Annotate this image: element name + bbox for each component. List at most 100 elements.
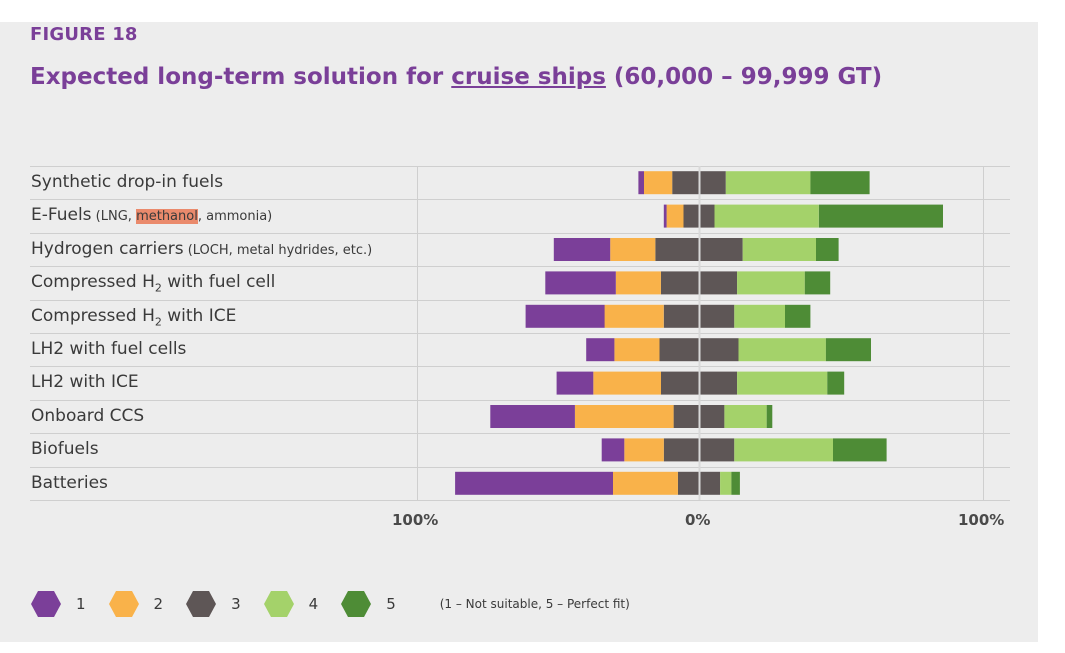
bar-segment-2 <box>593 371 661 395</box>
row-label-note: (LOCH, metal hydrides, etc.) <box>183 242 373 258</box>
bar-segment-5 <box>825 338 871 362</box>
bar-segment-3 <box>699 204 715 228</box>
bar-segment-5 <box>827 371 845 395</box>
bar-segment-2 <box>613 471 678 495</box>
bar-segment-3 <box>673 405 699 428</box>
legend-item-4: 4 <box>263 590 319 618</box>
note-post: , ammonia) <box>197 209 273 225</box>
bar-segment-5 <box>804 271 831 295</box>
row-label-text: Batteries <box>31 472 108 493</box>
bar-segment-3 <box>699 304 735 328</box>
bar-segment-3 <box>677 471 699 495</box>
bar-segment-4 <box>738 338 826 362</box>
legend-item-5: 5 <box>340 590 396 618</box>
bar-segment-2 <box>666 204 684 228</box>
row-label-text: E-Fuels <box>31 205 92 226</box>
chart-title: Expected long-term solution for cruise s… <box>30 64 882 90</box>
bar-segment-3 <box>660 371 699 395</box>
tick-label-center: 0% <box>685 511 711 529</box>
row-label-batteries: Batteries <box>31 467 108 500</box>
bar-segment-4 <box>724 405 767 428</box>
figure-label: FIGURE 18 <box>30 24 138 45</box>
title-link[interactable]: cruise ships <box>451 64 606 90</box>
bar-segment-3 <box>699 438 735 462</box>
bars-layer <box>455 171 943 495</box>
bar-segment-1 <box>601 438 625 462</box>
row-label-text: Onboard CCS <box>31 405 145 426</box>
row-label-lh2-ice: LH2 with ICE <box>31 366 139 399</box>
legend: 1 2 3 4 5 (1 – Not suitable, 5 – Perfect… <box>30 588 630 620</box>
legend-label: 5 <box>386 595 396 613</box>
subscript: 2 <box>154 314 162 328</box>
bar-segment-1 <box>556 371 594 395</box>
row-label-text: Synthetic drop-in fuels <box>31 172 224 192</box>
legend-label: 3 <box>231 595 241 613</box>
bar-segment-2 <box>574 405 674 428</box>
row-label-text-post: with fuel cell <box>161 272 276 293</box>
highlighted-word: methanol <box>136 209 198 225</box>
bar-segment-4 <box>742 238 816 261</box>
figure-panel <box>0 22 1038 642</box>
bar-segment-3 <box>699 171 726 195</box>
bar-segment-4 <box>734 304 786 328</box>
bar-segment-3 <box>699 371 738 395</box>
bar-segment-3 <box>660 271 699 295</box>
row-label-synthetic-drop-in-fuels: Synthetic drop-in fuels <box>31 166 223 199</box>
bar-segment-1 <box>553 238 611 261</box>
bar-segment-3 <box>699 405 725 428</box>
row-label-text: Biofuels <box>31 439 99 460</box>
bar-segment-3 <box>699 338 739 362</box>
subscript: 2 <box>154 281 162 295</box>
bar-segment-2 <box>614 338 660 362</box>
title-suffix: (60,000 – 99,999 GT) <box>605 64 883 90</box>
bar-segment-4 <box>737 371 828 395</box>
hexagon-icon <box>31 591 61 617</box>
bar-segment-2 <box>610 238 656 261</box>
bar-segment-5 <box>785 304 811 328</box>
note-pre: (LNG, <box>91 209 137 225</box>
bar-segment-4 <box>737 271 805 295</box>
tick-label-left: 100% <box>392 511 439 529</box>
row-label-text-post: with ICE <box>161 305 237 326</box>
hexagon-icon <box>263 591 294 617</box>
bar-segment-3 <box>663 304 700 328</box>
bar-segment-3 <box>672 171 699 195</box>
bar-segment-5 <box>818 204 943 228</box>
bar-segment-3 <box>683 204 699 228</box>
bar-segment-4 <box>725 171 811 195</box>
tick-label-right: 100% <box>958 511 1005 529</box>
grid-layer <box>30 166 1010 501</box>
bar-segment-1 <box>638 171 644 195</box>
bar-segment-3 <box>663 438 700 462</box>
row-label-onboard-ccs: Onboard CCS <box>31 400 144 433</box>
bar-segment-5 <box>816 238 839 261</box>
bar-segment-4 <box>720 471 732 495</box>
legend-item-3: 3 <box>185 590 241 618</box>
bar-segment-5 <box>766 405 773 428</box>
row-label-e-fuels: E-Fuels (LNG, methanol, ammonia) <box>31 199 272 232</box>
bar-segment-5 <box>833 438 887 462</box>
legend-item-1: 1 <box>30 590 86 618</box>
bar-segment-5 <box>731 471 740 495</box>
row-label-text: LH2 with ICE <box>31 372 139 393</box>
bar-segment-5 <box>810 171 870 195</box>
bar-segment-1 <box>545 271 616 295</box>
legend-label: 4 <box>308 595 319 613</box>
row-label-compressed-h2-fuel-cell: Compressed H2 with fuel cell <box>31 266 275 299</box>
bar-segment-3 <box>699 271 738 295</box>
bar-segment-1 <box>455 471 613 495</box>
hexagon-icon <box>341 591 372 617</box>
bar-segment-2 <box>624 438 664 462</box>
row-label-note: (LNG, methanol, ammonia) <box>91 209 273 225</box>
bar-segment-3 <box>655 238 699 261</box>
hexagon-icon <box>186 591 217 617</box>
legend-label: 2 <box>153 595 164 613</box>
bar-segment-3 <box>659 338 699 362</box>
row-label-lh2-fuel-cells: LH2 with fuel cells <box>31 333 186 366</box>
bar-segment-2 <box>615 271 661 295</box>
hexagon-icon <box>108 591 139 617</box>
legend-item-2: 2 <box>108 590 164 618</box>
row-label-compressed-h2-ice: Compressed H2 with ICE <box>31 300 236 333</box>
row-label-text: Compressed H <box>31 272 155 293</box>
